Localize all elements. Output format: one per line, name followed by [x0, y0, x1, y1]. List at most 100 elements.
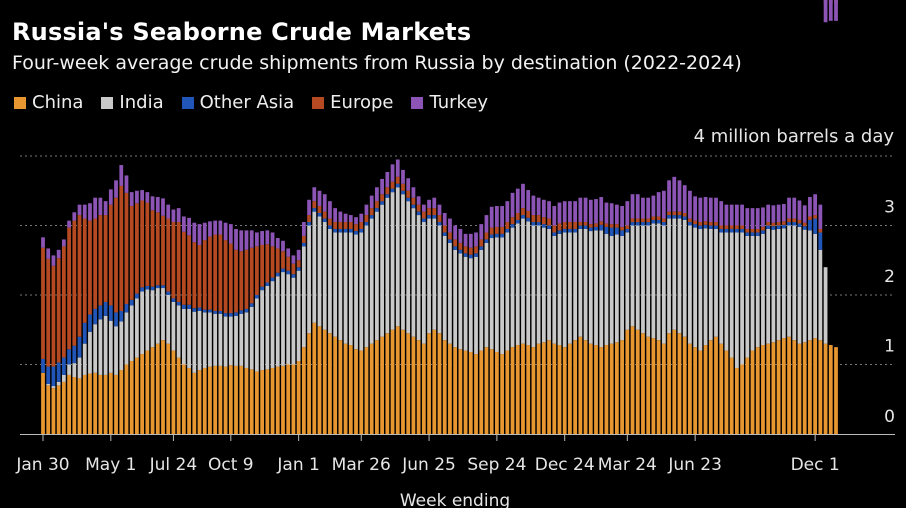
bar-segment-china [735, 367, 739, 434]
bar-segment-india [343, 232, 348, 344]
bar-segment-europe [468, 247, 473, 255]
bars [41, 0, 838, 435]
bar-segment-turkey [51, 255, 56, 266]
bar-segment-europe [703, 221, 708, 225]
legend-swatch-india [101, 96, 114, 109]
bar-segment-china [599, 347, 604, 435]
bar-segment-other-asia [442, 232, 447, 236]
bar-segment-europe [521, 208, 525, 216]
bar-segment-china [275, 366, 280, 434]
bar-segment-other-asia [364, 222, 369, 226]
bar-segment-india [348, 232, 353, 346]
bar-segment-india [427, 218, 431, 334]
bar-segment-other-asia [427, 215, 431, 219]
chart-subtitle: Four-week average crude shipments from R… [12, 52, 742, 74]
bar-segment-china [385, 333, 390, 434]
bar-segment-india [672, 218, 677, 330]
bar-segment-europe [150, 210, 155, 287]
bar-segment-other-asia [463, 253, 468, 257]
bar-segment-turkey [129, 192, 134, 207]
bar-segment-other-asia [479, 246, 484, 250]
bar-segment-europe [338, 222, 343, 229]
bar-segment-turkey [750, 208, 755, 229]
bar-segment-europe [197, 244, 202, 308]
bar-segment-india [568, 232, 572, 344]
bar-segment-china [693, 347, 698, 435]
bar-segment-europe [531, 215, 536, 223]
bar-segment-europe [802, 222, 807, 227]
bar-segment-china [202, 367, 207, 434]
bar-segment-china [500, 354, 504, 434]
bar-segment-turkey [635, 194, 640, 219]
bar-segment-turkey [682, 185, 687, 213]
bar-segment-europe [181, 231, 186, 305]
bar-segment-india [802, 229, 807, 343]
bar-segment-europe [463, 246, 468, 254]
bar-segment-turkey [56, 249, 61, 259]
bar-segment-turkey [479, 224, 484, 240]
legend-item-china: China [14, 92, 83, 113]
bar-segment-europe [448, 232, 452, 240]
bar-segment-other-asia [181, 304, 186, 309]
bar-segment-other-asia [129, 299, 134, 306]
bar-segment-china [781, 338, 786, 434]
bar-segment-china [635, 329, 640, 434]
x-tick-label: Sep 24 [467, 455, 526, 475]
bar-segment-china [463, 350, 468, 434]
bar-segment-europe [625, 225, 630, 229]
bar-segment-china [114, 374, 118, 434]
bar-segment-china [93, 372, 98, 434]
bar-segment-other-asia [296, 267, 301, 271]
bar-segment-europe [797, 219, 802, 224]
bar-segment-europe [281, 251, 285, 269]
bar-segment-china [677, 333, 682, 434]
bar-segment-other-asia [583, 225, 588, 229]
bar-segment-china [625, 329, 630, 434]
bar-segment-india [453, 249, 458, 348]
bar-segment-turkey [547, 201, 551, 219]
bar-segment-turkey [489, 206, 494, 228]
bar-segment-india [307, 225, 311, 334]
bar-segment-china [234, 365, 238, 434]
bar-segment-india [468, 258, 473, 352]
bar-segment-china [448, 343, 452, 434]
legend-label-india: India [119, 92, 164, 113]
bar-segment-europe [192, 242, 197, 309]
bar-segment-other-asia [735, 228, 739, 233]
bar-segment-other-asia [150, 286, 155, 291]
x-tick-label: Mar 24 [598, 455, 657, 475]
bar-segment-turkey [484, 215, 489, 233]
bar-segment-europe [103, 215, 108, 302]
legend-label-other-asia: Other Asia [199, 92, 295, 113]
bar-segment-china [359, 350, 364, 434]
bar-segment-china [171, 350, 176, 434]
bar-segment-china [270, 367, 275, 434]
bar-segment-china [588, 343, 593, 434]
bar-segment-other-asia [108, 305, 113, 321]
bar-segment-turkey [536, 197, 541, 216]
bar-segment-india [260, 290, 264, 371]
bar-segment-europe [406, 190, 411, 198]
bar-segment-other-asia [77, 336, 82, 358]
bar-segment-turkey [458, 228, 463, 243]
bar-segment-china [489, 349, 494, 434]
bar-segment-turkey [448, 218, 452, 233]
bar-segment-china [187, 367, 191, 434]
bar-segment-europe [155, 212, 160, 286]
bar-segment-turkey [228, 224, 233, 244]
bar-segment-china [442, 340, 447, 435]
bar-segment-europe [114, 197, 118, 313]
bar-segment-china [375, 340, 379, 435]
bar-segment-other-asia [202, 309, 207, 313]
bar-segment-other-asia [369, 215, 374, 219]
bar-segment-china [218, 365, 223, 434]
bar-segment-china [541, 342, 546, 434]
bar-segment-india [661, 225, 666, 344]
bar-segment-europe [583, 222, 588, 226]
x-tick-label: Jun 23 [667, 455, 722, 475]
bar-segment-china [228, 365, 233, 434]
bar-segment-china [197, 370, 202, 434]
bar-segment-other-asia [505, 228, 510, 233]
bar-segment-turkey [719, 201, 724, 226]
bar-segment-turkey [755, 208, 760, 229]
